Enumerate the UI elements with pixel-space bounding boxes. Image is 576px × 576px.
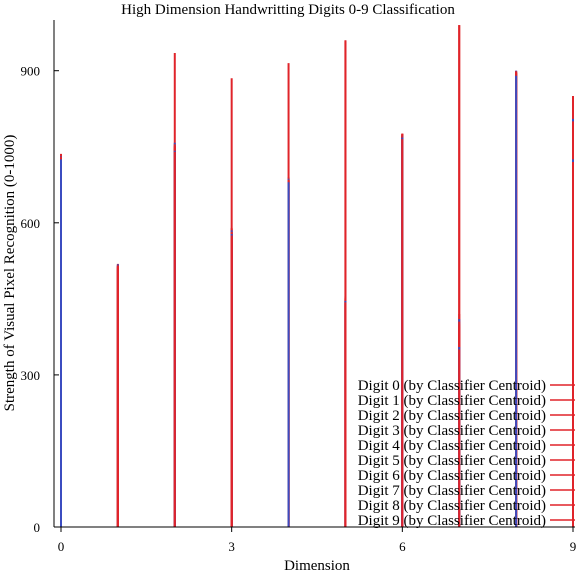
y-tick-label: 0 <box>34 520 41 535</box>
legend-label: Digit 8 (by Classifier Centroid) <box>358 498 546 514</box>
x-tick-label: 3 <box>228 539 235 554</box>
x-tick-label: 0 <box>58 539 65 554</box>
x-tick-label: 9 <box>570 539 576 554</box>
x-tick-label: 6 <box>399 539 406 554</box>
y-tick-label: 600 <box>21 216 41 231</box>
legend-label: Digit 1 (by Classifier Centroid) <box>358 393 546 409</box>
legend-label: Digit 4 (by Classifier Centroid) <box>358 438 546 454</box>
x-axis-label: Dimension <box>284 558 350 574</box>
bars-layer <box>60 25 574 527</box>
legend-label: Digit 9 (by Classifier Centroid) <box>358 513 546 529</box>
legend-label: Digit 5 (by Classifier Centroid) <box>358 453 546 469</box>
y-axis-label: Strength of Visual Pixel Recognition (0-… <box>2 135 18 412</box>
legend-label: Digit 2 (by Classifier Centroid) <box>358 408 546 424</box>
legend-label: Digit 3 (by Classifier Centroid) <box>358 423 546 439</box>
legend-label: Digit 6 (by Classifier Centroid) <box>358 468 546 484</box>
y-tick-label: 900 <box>21 64 41 79</box>
y-ticks: 0 300 600 900 <box>21 64 59 535</box>
x-ticks: 0 3 6 9 <box>58 527 576 554</box>
legend: Digit 0 (by Classifier Centroid)Digit 1 … <box>358 378 575 529</box>
legend-label: Digit 7 (by Classifier Centroid) <box>358 483 546 499</box>
chart-title: High Dimension Handwritting Digits 0-9 C… <box>121 2 455 18</box>
legend-label: Digit 0 (by Classifier Centroid) <box>358 378 546 394</box>
y-tick-label: 300 <box>21 368 41 383</box>
